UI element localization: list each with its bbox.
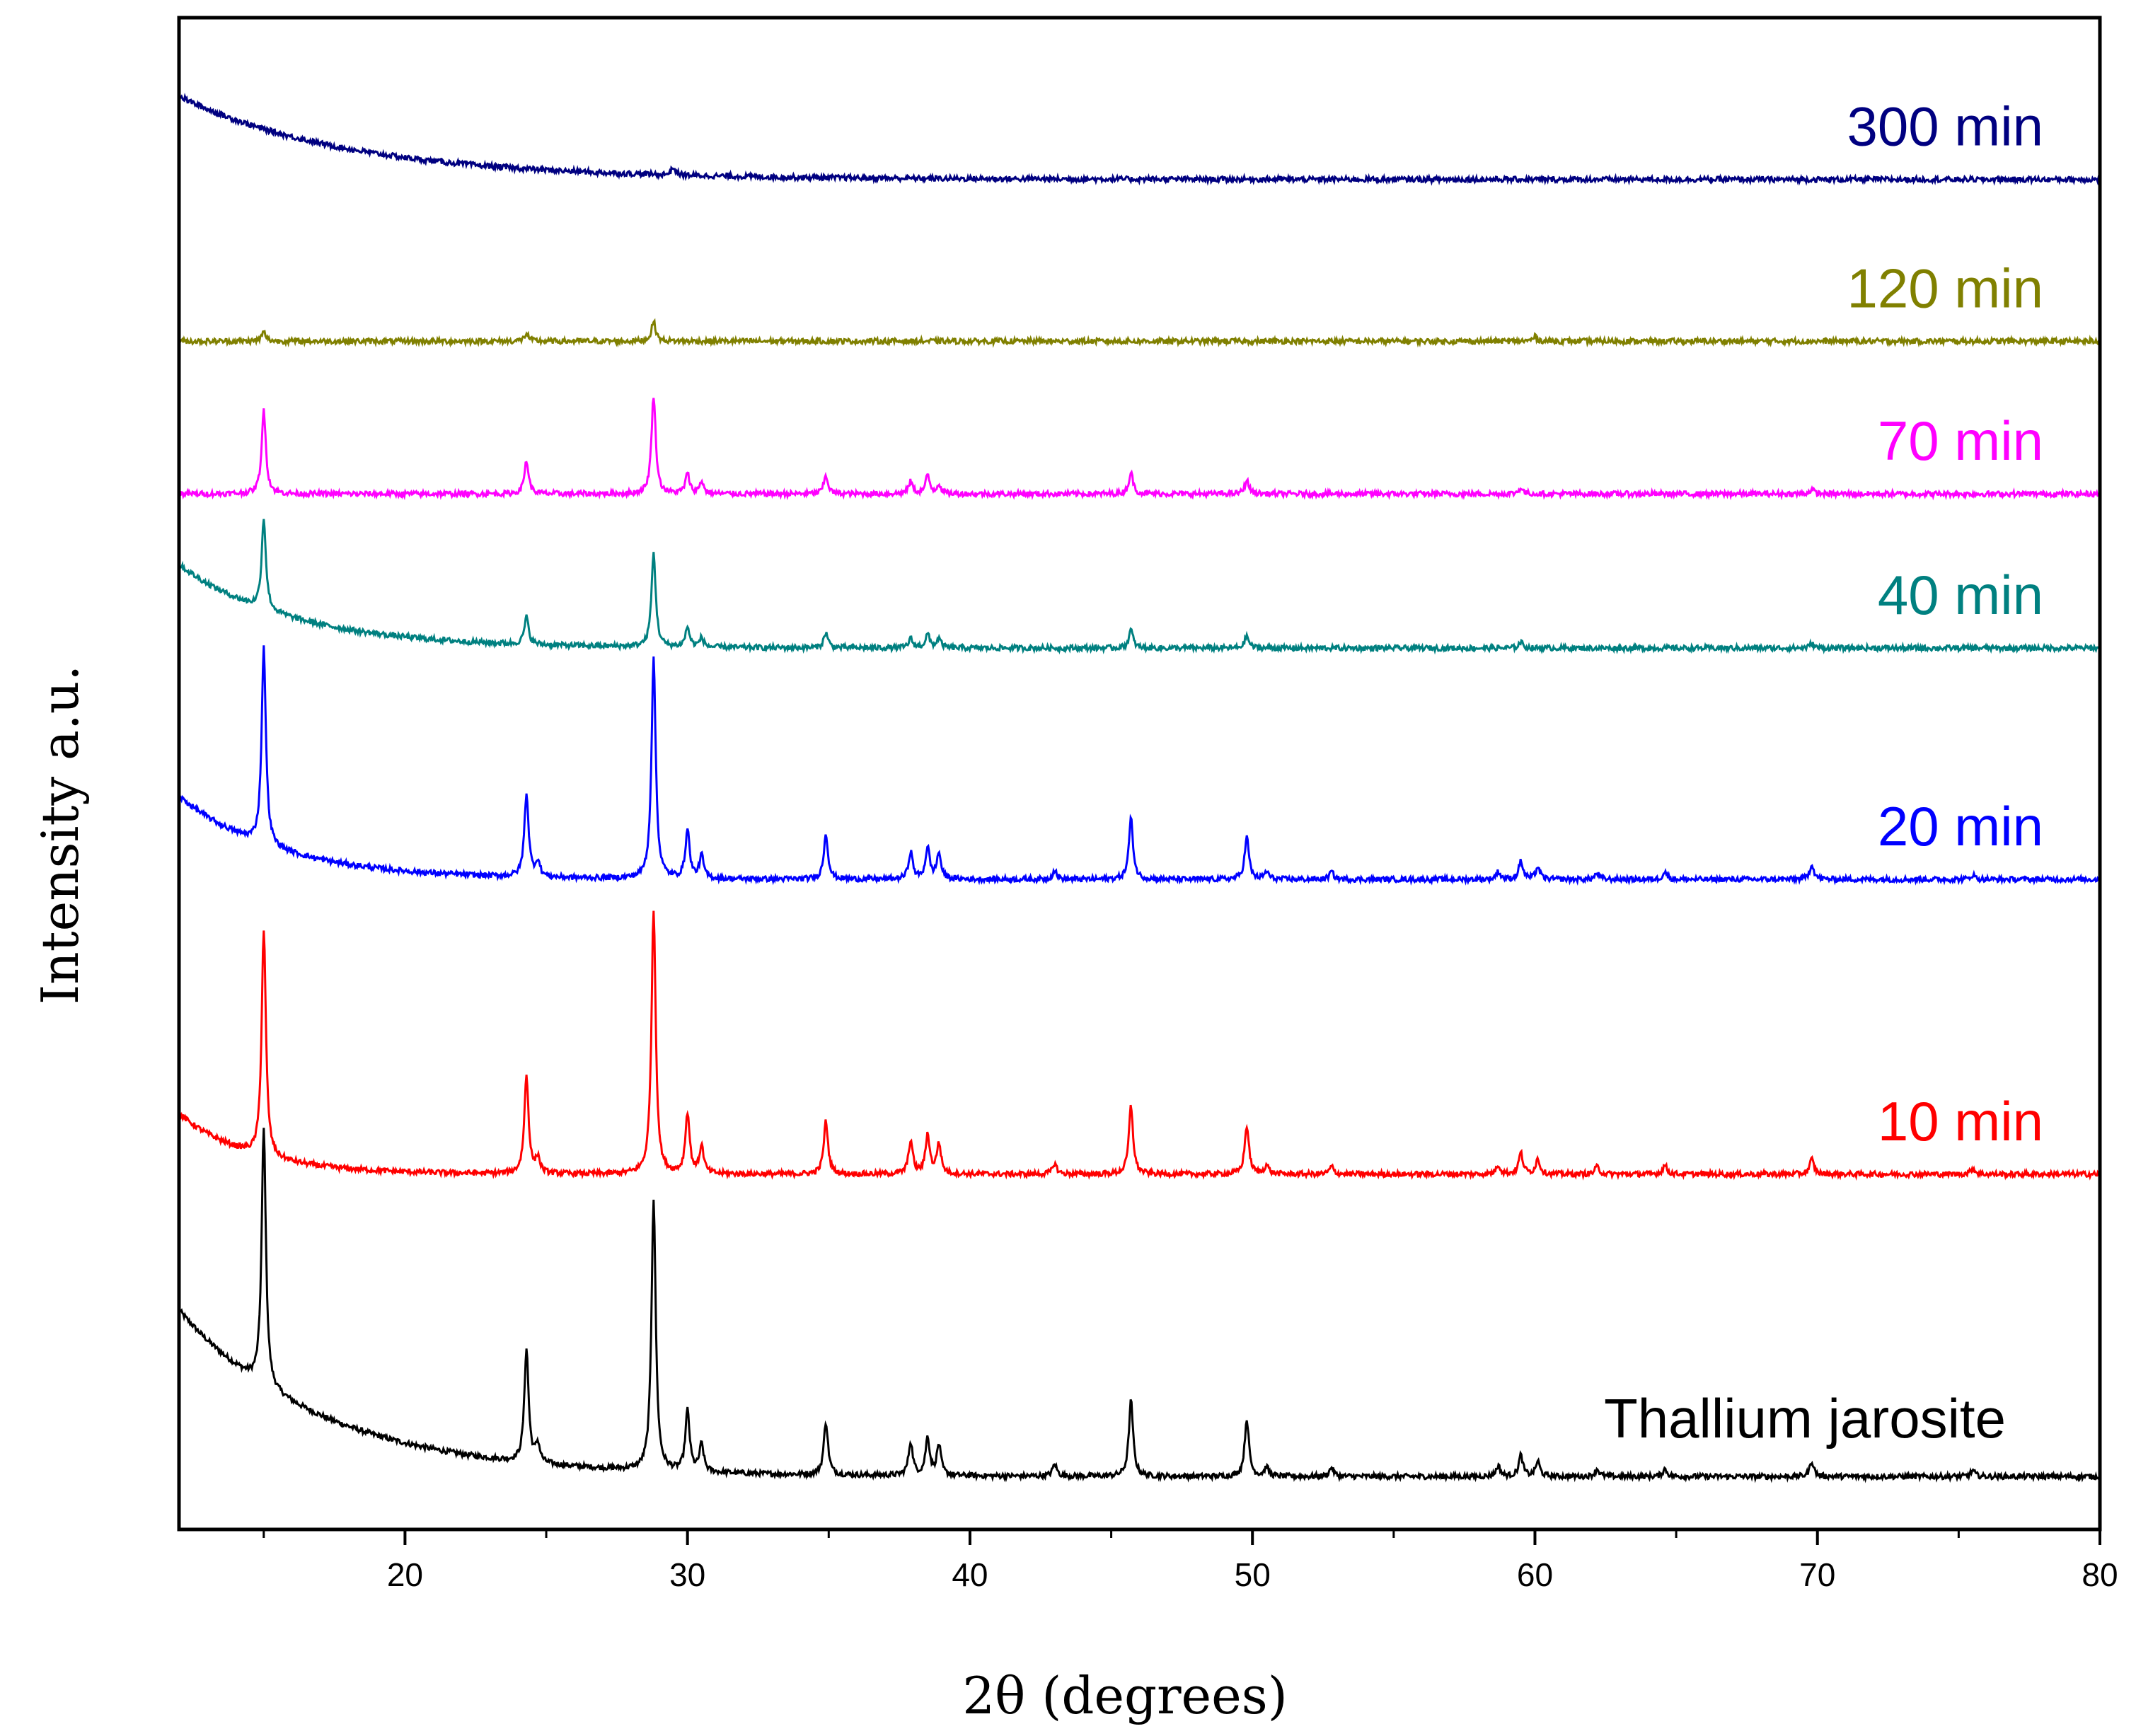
plot-frame [177, 16, 2102, 1532]
y-axis-label: Intensity a.u. [30, 665, 90, 1005]
series-line-20-min [178, 645, 2101, 886]
x-tick-label-40: 40 [952, 1556, 988, 1593]
x-axis-ticks: 20 30 40 50 60 70 80 [262, 1529, 2118, 1593]
series-traces [178, 93, 2101, 1483]
series-line-70-min [178, 398, 2101, 501]
series-label-300-min: 300 min [1847, 96, 2044, 158]
x-tick-label-70: 70 [1799, 1556, 1835, 1593]
series-labels: Thallium jarosite 10 min 20 min 40 min 70 mi… [1604, 96, 2044, 1449]
series-label-40-min: 40 min [1878, 564, 2043, 626]
series-label-70-min: 70 min [1878, 410, 2043, 472]
x-axis-label: 2θ (degrees) [962, 1666, 1288, 1725]
series-line-10-min [178, 910, 2101, 1181]
series-line-thallium-jarosite [178, 1128, 2101, 1483]
series-label-thallium-jarosite: Thallium jarosite [1604, 1387, 2006, 1449]
x-tick-label-20: 20 [387, 1556, 423, 1593]
series-line-120-min [178, 318, 2101, 348]
x-tick-label-50: 50 [1235, 1556, 1271, 1593]
series-line-300-min [178, 93, 2101, 186]
x-tick-label-60: 60 [1517, 1556, 1553, 1593]
x-tick-label-30: 30 [669, 1556, 705, 1593]
series-label-120-min: 120 min [1847, 257, 2044, 319]
series-label-20-min: 20 min [1878, 795, 2043, 857]
series-line-40-min [178, 519, 2101, 655]
x-tick-label-80: 80 [2082, 1556, 2118, 1593]
series-label-10-min: 10 min [1878, 1090, 2043, 1152]
